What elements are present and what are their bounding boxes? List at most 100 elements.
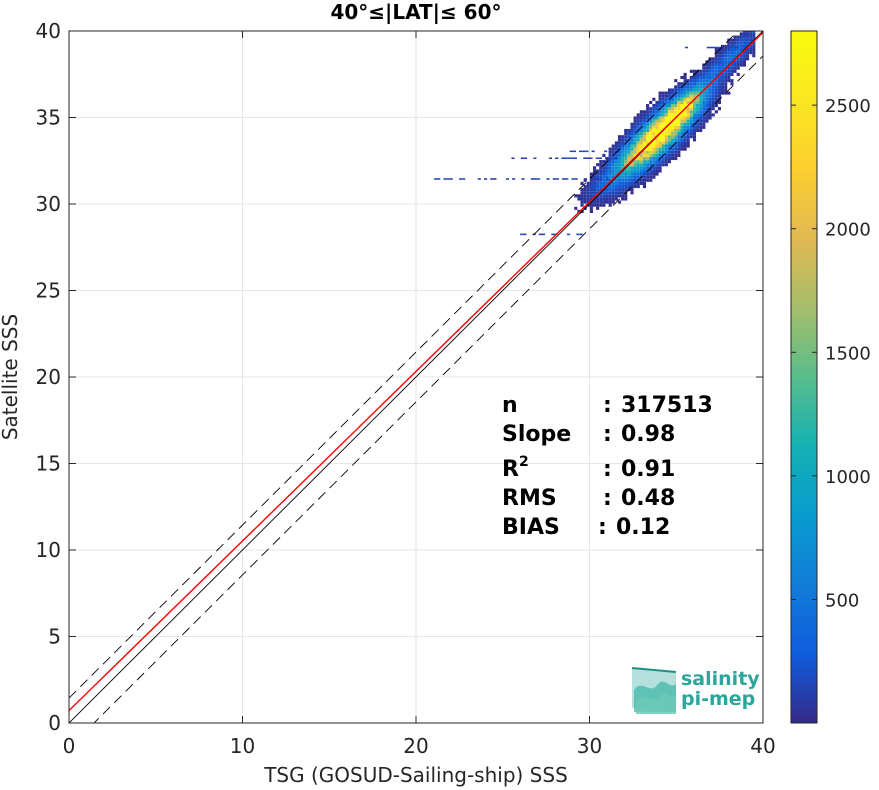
heatmap-cell [671,150,675,154]
heatmap-cell [599,175,603,179]
heatmap-cell [692,116,697,120]
heatmap-cell [652,175,656,179]
heatmap-cell [739,44,743,48]
heatmap-cell [661,135,665,139]
heatmap-cell [677,122,681,126]
heatmap-cell [686,94,690,98]
heatmap-cell [702,69,706,73]
heatmap-cell [592,194,597,198]
heatmap-cell [680,88,684,92]
heatmap-cell [655,119,659,123]
heatmap-cell [624,197,628,201]
heatmap-cell [639,113,643,117]
heatmap-cell [605,163,609,167]
heatmap-cell [717,88,722,92]
heatmap-cell [696,82,700,86]
heatmap-cell [639,128,643,133]
heatmap-cell [664,110,668,114]
heatmap-cell [605,175,609,179]
heatmap-cell [658,122,662,126]
heatmap-cell [664,141,668,145]
heatmap-cell [602,203,606,207]
heatmap-cell [711,60,715,64]
heatmap-cell [627,184,631,189]
stat-n-value: 317513 [621,393,713,418]
heatmap-cell [739,54,743,58]
heatmap-cell [599,160,603,164]
heatmap-cell [633,147,637,151]
stat-r2-colon: : [603,457,612,482]
heatmap-cell [589,203,593,207]
heatmap-cell [714,94,718,98]
heatmap-cell [611,184,615,189]
heatmap-cell [621,150,625,154]
heatmap-cell [593,178,597,180]
heatmap-cell [711,72,715,76]
heatmap-cell [692,69,697,73]
heatmap-cell [655,125,659,129]
heatmap-cell [692,113,697,117]
y-tick-label-1: 5 [48,625,61,649]
heatmap-cell [714,69,718,73]
heatmap-cell [583,184,587,189]
heatmap-cell [664,104,668,108]
heatmap-cell [705,113,709,117]
heatmap-cell [633,125,637,129]
heatmap-cell [649,150,653,154]
heatmap-cell [605,169,609,173]
heatmap-cell [705,104,709,108]
heatmap-cell [746,32,750,36]
heatmap-cell [699,122,703,126]
heatmap-cell [642,156,647,161]
heatmap-cell [680,147,684,151]
heatmap-cell [699,72,703,76]
heatmap-cell [636,150,640,154]
heatmap-cell [683,144,687,148]
heatmap-cell [708,69,712,73]
heatmap-cell [727,47,731,52]
heatmap-cell [605,200,609,204]
heatmap-cell [608,184,612,189]
heatmap-cell [649,147,653,151]
heatmap-cell [689,91,693,95]
heatmap-cell [596,200,600,204]
reference-lines [69,31,763,723]
heatmap-cell [614,166,618,170]
heatmap-cell [655,169,659,173]
heatmap-cell [696,107,700,111]
heatmap-cell [652,147,656,151]
heatmap-cell [730,47,734,52]
heatmap-cell [639,181,643,185]
heatmap-cell [630,138,634,142]
heatmap-cell [746,51,750,55]
heatmap-cell [661,91,665,95]
heatmap-cell [667,150,672,154]
heatmap-cell [652,169,656,173]
heatmap-cell [599,166,603,170]
heatmap-cell [749,47,753,52]
heatmap-cell [683,79,687,83]
heatmap-cell [605,172,609,176]
heatmap-cell [639,160,643,164]
heatmap-cell [649,132,653,136]
heatmap-cell [661,119,665,123]
stat-bias-value: 0.12 [616,515,670,540]
heatmap-cell [574,178,578,180]
heatmap-cell [696,122,700,126]
heatmap-cell [664,97,668,101]
heatmap-cell [714,72,718,76]
heatmap-cell [664,160,668,164]
heatmap-cell [646,175,650,179]
heatmap-cell [602,191,606,195]
heatmap-cell [602,172,606,176]
heatmap-cell [671,104,675,108]
heatmap-cell [674,156,678,161]
heatmap-cell [614,184,618,189]
heatmap-cell [683,85,687,89]
heatmap-cell [655,141,659,145]
heatmap-cell [661,144,665,148]
heatmap-cell [646,135,650,139]
heatmap-cell [569,150,573,153]
heatmap-cell [655,107,659,111]
heatmap-cell [630,147,634,151]
